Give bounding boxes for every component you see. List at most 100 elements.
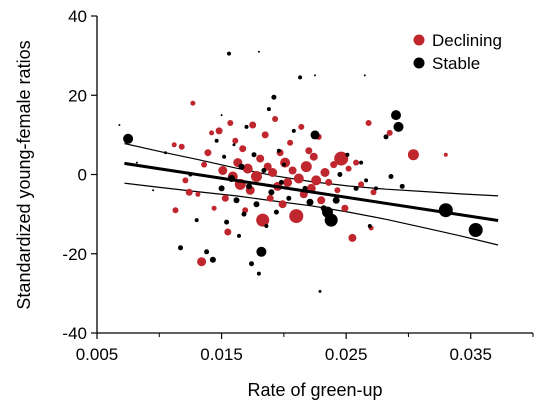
point-stable xyxy=(123,133,134,144)
ticks-layer: 0.005 0.015 0.025 0.035 -40 -20 0 20 40 xyxy=(62,7,534,364)
point-declining xyxy=(298,123,305,130)
point-declining xyxy=(204,149,212,157)
point-declining xyxy=(278,200,287,209)
point-declining xyxy=(345,165,352,172)
point-stable xyxy=(253,201,260,208)
point-stable xyxy=(278,179,284,185)
point-stable xyxy=(209,256,216,263)
point-stable xyxy=(291,128,296,133)
legend-marker-stable xyxy=(413,57,425,69)
x-tick-label: 0.025 xyxy=(325,345,368,364)
point-stable xyxy=(152,189,155,192)
point-stable xyxy=(214,138,219,143)
point-stable xyxy=(367,224,372,228)
point-stable xyxy=(276,148,281,153)
point-declining xyxy=(201,161,208,168)
regression-line xyxy=(124,161,499,222)
point-stable xyxy=(232,143,236,147)
point-declining xyxy=(242,163,253,174)
point-declining xyxy=(341,204,349,212)
point-stable xyxy=(222,154,227,159)
point-stable xyxy=(220,114,223,117)
point-declining xyxy=(268,168,278,177)
point-stable xyxy=(164,151,167,155)
confidence-upper-line xyxy=(124,143,499,197)
point-declining xyxy=(251,171,262,182)
point-stable xyxy=(224,219,230,225)
y-tick-label: 0 xyxy=(78,166,87,185)
point-declining xyxy=(256,213,270,227)
point-declining xyxy=(289,209,304,224)
point-stable xyxy=(204,249,210,255)
point-stable xyxy=(268,189,275,196)
y-tick-label: 20 xyxy=(68,86,87,105)
point-stable xyxy=(257,50,260,53)
point-stable xyxy=(374,186,378,191)
point-declining xyxy=(195,191,201,197)
point-stable xyxy=(244,124,249,129)
point-declining xyxy=(232,137,239,144)
point-stable xyxy=(310,130,320,140)
point-declining xyxy=(386,129,393,136)
point-declining xyxy=(283,177,293,187)
point-stable xyxy=(337,172,343,177)
point-stable xyxy=(281,162,286,167)
point-declining xyxy=(215,127,223,135)
point-stable xyxy=(314,74,316,77)
legend-label-declining: Declining xyxy=(432,31,502,50)
point-stable xyxy=(391,110,401,121)
point-stable xyxy=(353,185,359,191)
point-declining xyxy=(443,152,448,157)
x-tick-label: 0.005 xyxy=(76,345,119,364)
point-declining xyxy=(172,207,179,214)
point-declining xyxy=(365,120,372,126)
point-declining xyxy=(407,149,419,161)
point-stable xyxy=(364,178,369,183)
point-declining xyxy=(266,194,274,202)
point-declining xyxy=(288,166,297,175)
point-stable xyxy=(286,195,292,201)
point-stable xyxy=(238,163,245,170)
point-stable xyxy=(298,75,303,80)
point-declining xyxy=(348,233,357,242)
point-stable xyxy=(135,161,138,164)
point-stable xyxy=(264,224,269,228)
point-stable xyxy=(383,134,389,140)
point-stable xyxy=(359,160,364,165)
point-declining xyxy=(185,188,193,196)
point-stable xyxy=(318,289,322,293)
point-declining xyxy=(249,121,257,129)
point-declining xyxy=(227,120,234,126)
point-declining xyxy=(209,130,215,136)
x-tick-label: 0.035 xyxy=(449,345,492,364)
point-stable xyxy=(324,213,338,227)
regression-layer xyxy=(124,161,499,222)
point-stable xyxy=(468,223,483,237)
point-declining xyxy=(370,189,377,196)
point-stable xyxy=(256,246,267,257)
point-stable xyxy=(266,107,271,112)
point-stable xyxy=(233,197,240,204)
point-declining xyxy=(309,152,318,161)
point-stable xyxy=(388,174,394,179)
point-declining xyxy=(330,161,338,169)
point-declining xyxy=(358,181,365,188)
point-declining xyxy=(305,147,313,155)
point-stable xyxy=(251,152,257,158)
point-stable xyxy=(393,121,404,132)
point-stable xyxy=(256,271,261,276)
point-declining xyxy=(317,196,326,205)
legend-label-stable: Stable xyxy=(432,54,480,73)
point-stable xyxy=(438,203,453,218)
point-stable xyxy=(218,185,225,192)
point-declining xyxy=(325,178,333,186)
point-stable xyxy=(399,183,405,189)
point-declining xyxy=(256,154,265,163)
point-declining xyxy=(272,116,279,122)
point-declining xyxy=(197,257,207,267)
point-declining xyxy=(353,159,360,166)
point-declining xyxy=(320,168,330,177)
point-stable xyxy=(306,198,314,206)
point-declining xyxy=(221,194,229,202)
